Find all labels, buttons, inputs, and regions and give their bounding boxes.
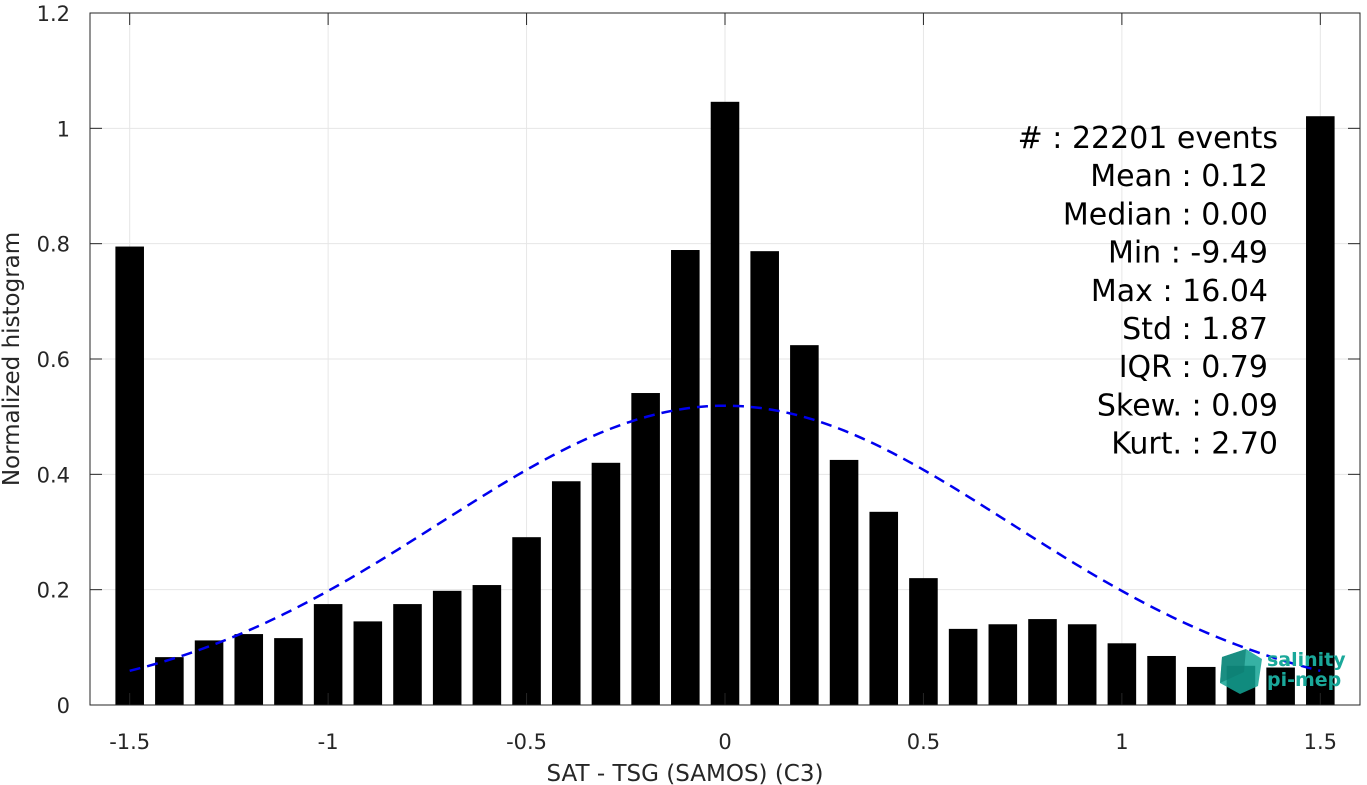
histogram-bar bbox=[1186, 666, 1216, 705]
x-tick-label: 1 bbox=[1115, 730, 1128, 754]
y-tick-label: 0.6 bbox=[37, 348, 70, 372]
axis-ticks bbox=[90, 12, 1360, 706]
histogram-bar bbox=[829, 459, 859, 705]
stat-line: Median : 0.00 bbox=[1063, 197, 1268, 232]
histogram-bar bbox=[393, 604, 422, 705]
histogram-bar bbox=[1147, 655, 1176, 705]
logo-text-line2: pi-mep bbox=[1267, 669, 1341, 691]
y-tick-labels: 0 0.2 0.4 0.6 0.8 1 1.2 bbox=[37, 2, 70, 718]
x-tick-labels: -1.5 -1 -0.5 0 0.5 1 1.5 bbox=[109, 730, 1337, 754]
stat-line: Mean : 0.12 bbox=[1090, 159, 1268, 194]
histogram-bar bbox=[1306, 116, 1335, 706]
stat-line: # : 22201 events bbox=[1018, 121, 1278, 156]
y-tick-label: 0.4 bbox=[37, 463, 70, 487]
histogram-bar bbox=[234, 634, 264, 705]
x-tick-label: 0.5 bbox=[907, 730, 940, 754]
y-tick-label: 1 bbox=[57, 117, 70, 141]
histogram-bar bbox=[948, 628, 978, 705]
histogram-bar bbox=[1266, 667, 1295, 705]
histogram-bar bbox=[988, 624, 1018, 705]
histogram-bar bbox=[155, 657, 184, 705]
histogram-bar bbox=[313, 604, 343, 705]
x-tick-label: -0.5 bbox=[506, 730, 547, 754]
x-axis-label: SAT - TSG (SAMOS) (C3) bbox=[547, 761, 824, 785]
histogram-bar bbox=[750, 251, 779, 705]
histogram-bar bbox=[671, 250, 700, 705]
salinity-pi-mep-logo: salinity pi-mep bbox=[1220, 649, 1346, 694]
histogram-bar bbox=[790, 345, 819, 705]
histogram-bar bbox=[432, 590, 462, 705]
y-tick-label: 1.2 bbox=[37, 2, 70, 26]
histogram-bar bbox=[591, 462, 621, 705]
histogram-bar bbox=[909, 578, 938, 705]
y-axis-label: Normalized histogram bbox=[0, 232, 25, 486]
histogram-bars bbox=[115, 101, 1335, 706]
y-tick-label: 0 bbox=[57, 694, 70, 718]
stat-line: IQR : 0.79 bbox=[1119, 350, 1268, 385]
x-tick-label: -1 bbox=[318, 730, 339, 754]
stat-line: Skew. : 0.09 bbox=[1097, 388, 1278, 423]
histogram-bar bbox=[512, 537, 541, 705]
y-tick-label: 0.2 bbox=[37, 579, 70, 603]
histogram-bar bbox=[353, 621, 383, 705]
histogram-bar bbox=[1067, 624, 1097, 705]
histogram-bar bbox=[274, 638, 303, 705]
stat-line: Min : -9.49 bbox=[1108, 236, 1268, 271]
histogram-bar bbox=[472, 585, 502, 705]
logo-icon-shade bbox=[1220, 649, 1246, 683]
gaussian-fit-curve bbox=[129, 404, 1321, 673]
histogram-bar bbox=[710, 101, 740, 706]
x-tick-label: 1.5 bbox=[1304, 730, 1337, 754]
stat-line: Std : 1.87 bbox=[1122, 312, 1268, 347]
histogram-bar bbox=[551, 481, 581, 705]
histogram-bar bbox=[631, 393, 660, 705]
y-tick-label: 0.8 bbox=[37, 233, 70, 257]
histogram-bar bbox=[115, 246, 144, 706]
histogram-bar bbox=[869, 511, 899, 705]
x-tick-label: -1.5 bbox=[109, 730, 150, 754]
stat-line: Kurt. : 2.70 bbox=[1111, 427, 1278, 462]
stat-line: Max : 16.04 bbox=[1091, 274, 1268, 309]
histogram-bar bbox=[194, 640, 224, 705]
x-tick-label: 0 bbox=[718, 730, 731, 754]
logo-text-line1: salinity bbox=[1267, 649, 1346, 671]
histogram-bar bbox=[1028, 619, 1057, 705]
